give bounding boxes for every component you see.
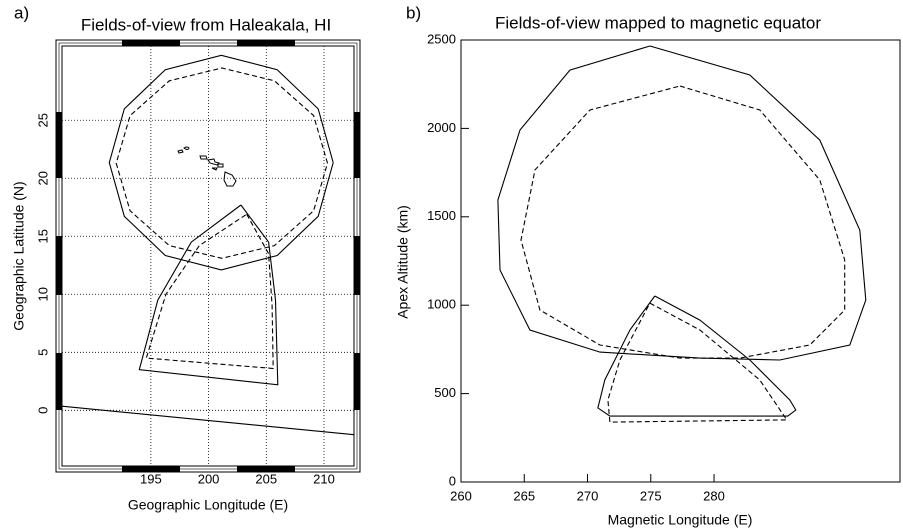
chart-title: Fields-of-view mapped to magnetic equato…: [495, 13, 821, 32]
map-frame-bars: [56, 40, 360, 472]
y-tick-label: 0: [449, 473, 456, 488]
y-tick-label: 2500: [427, 31, 456, 46]
curve: [607, 302, 788, 423]
panel-label: b): [406, 3, 421, 22]
y-tick-label: 500: [434, 385, 456, 400]
plot-frame: [460, 39, 901, 483]
hawaii-islands: [177, 146, 237, 187]
x-axis-label: Geographic Longitude (E): [128, 497, 288, 513]
x-axis-label: Magnetic Longitude (E): [608, 512, 753, 528]
x-tick-label: 210: [313, 471, 335, 486]
y-tick-label: 1500: [427, 208, 456, 223]
curve: [115, 67, 329, 259]
y-tick-label: 0: [35, 407, 50, 414]
x-tick-label: 200: [198, 471, 220, 486]
y-axis-label: Apex Altitude (km): [395, 205, 411, 319]
curve: [61, 405, 355, 436]
x-tick-label: 205: [255, 471, 277, 486]
y-tick-label: 25: [35, 113, 50, 127]
curve: [497, 45, 867, 361]
x-tick-label: 280: [703, 488, 725, 503]
x-tick-label: 270: [577, 488, 599, 503]
curve: [520, 85, 846, 359]
x-tick-label: 265: [513, 488, 535, 503]
curve: [108, 54, 334, 271]
curve: [597, 295, 797, 417]
y-tick-label: 20: [35, 171, 50, 185]
y-tick-label: 2000: [427, 120, 456, 135]
x-tick-label: 195: [140, 471, 162, 486]
curve: [145, 213, 274, 370]
y-tick-label: 1000: [427, 297, 456, 312]
y-tick-label: 15: [35, 229, 50, 243]
curve: [138, 204, 279, 386]
chart-title: Fields-of-view from Haleakala, HI: [81, 15, 331, 34]
x-tick-label: 275: [640, 488, 662, 503]
y-axis-label: Geographic Latitude (N): [11, 181, 27, 330]
x-tick-label: 260: [450, 488, 472, 503]
y-tick-label: 10: [35, 287, 50, 301]
panel-label: a): [14, 3, 29, 22]
y-tick-label: 5: [35, 349, 50, 356]
